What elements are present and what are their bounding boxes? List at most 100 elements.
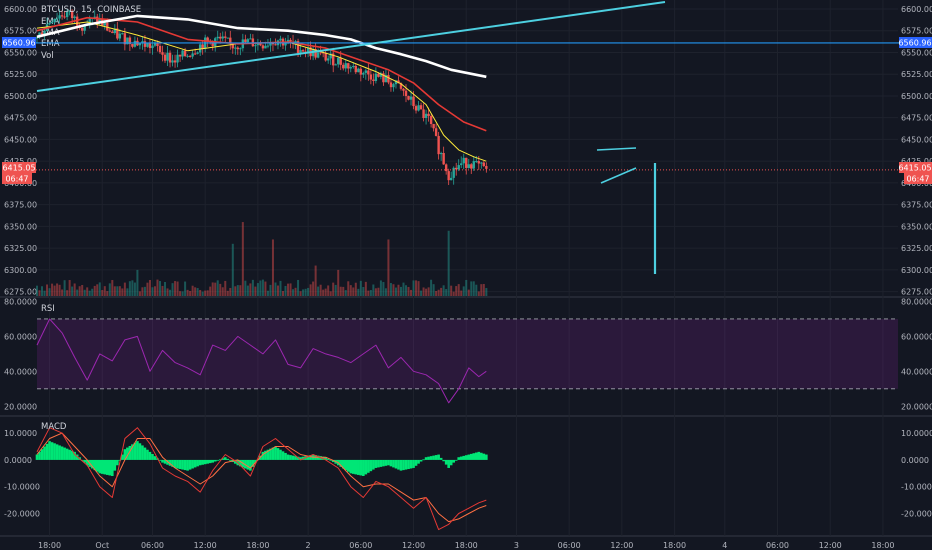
- rsi-tick-label-left: 40.0000: [4, 367, 37, 376]
- macd-histogram-bar: [472, 453, 476, 460]
- rsi-tick-label-left: 60.0000: [4, 332, 37, 341]
- candle-body: [442, 153, 445, 165]
- volume-bar: [249, 283, 252, 296]
- candle-body: [103, 22, 106, 26]
- macd-histogram-bar: [276, 448, 280, 460]
- volume-bar: [216, 280, 219, 296]
- price-tick-label-left: 6575.00: [4, 27, 37, 36]
- candle-body: [382, 73, 385, 83]
- volume-bar: [36, 285, 38, 296]
- candle-body: [347, 63, 350, 69]
- price-tick-label-right: 6600.00: [901, 5, 932, 14]
- candle-body: [48, 22, 51, 25]
- macd-histogram-bar: [153, 456, 157, 460]
- last-price-badge-left: 6415.05: [2, 162, 36, 173]
- macd-histogram-bar: [467, 454, 471, 460]
- volume-bar: [472, 281, 475, 296]
- macd-histogram-bar: [457, 457, 461, 460]
- macd-histogram-bar: [65, 448, 69, 460]
- macd-histogram-bar: [442, 459, 445, 462]
- rsi-tick-label-right: 80.0000: [901, 297, 932, 306]
- x-tick-label: 18:00: [871, 541, 894, 550]
- volume-bar: [465, 279, 468, 296]
- price-tick-label-right: 6275.00: [901, 288, 932, 297]
- candle-body: [106, 22, 109, 31]
- candle-body: [216, 36, 219, 39]
- candle-body: [68, 10, 71, 12]
- volume-bar: [259, 280, 262, 296]
- volume-bar: [362, 286, 365, 296]
- macd-histogram-bar: [234, 459, 237, 464]
- candle-body: [477, 161, 480, 164]
- macd-histogram-bar: [266, 449, 270, 460]
- macd-histogram-bar: [70, 450, 74, 460]
- candle-body: [133, 40, 137, 47]
- macd-histogram-bar: [286, 454, 290, 460]
- volume-bar: [445, 289, 448, 296]
- macd-histogram-bar: [407, 459, 410, 470]
- macd-histogram-bar: [116, 459, 119, 466]
- volume-bar: [244, 280, 247, 296]
- candle-body: [334, 64, 337, 66]
- volume-bar: [83, 289, 86, 296]
- macd-histogram-bar: [294, 456, 297, 460]
- candle-body: [116, 28, 119, 39]
- volume-bar: [364, 281, 367, 296]
- candle-body: [377, 73, 380, 77]
- candle-body: [437, 135, 440, 155]
- macd-histogram-bar: [176, 459, 179, 469]
- macd-histogram-bar: [251, 459, 255, 467]
- volume-bar: [357, 288, 360, 296]
- macd-histogram-bar: [324, 457, 327, 460]
- volume-bar: [88, 290, 91, 296]
- candle-body: [201, 44, 204, 49]
- volume-bar: [246, 285, 249, 296]
- candle-body: [449, 177, 453, 181]
- macd-histogram-bar: [181, 459, 184, 470]
- macd-histogram-bar: [246, 459, 250, 470]
- volume-bar: [256, 283, 259, 296]
- volume-bar: [339, 286, 342, 296]
- countdown-badge-right: 06:47: [904, 173, 932, 184]
- volume-bar: [392, 284, 395, 296]
- macd-histogram-bar: [474, 452, 478, 460]
- macd-histogram-bar: [437, 454, 440, 460]
- volume-bar: [186, 289, 189, 296]
- candle-body: [389, 82, 393, 88]
- volume-bar: [46, 284, 49, 296]
- volume-bar: [236, 285, 239, 296]
- macd-histogram-bar: [216, 459, 220, 461]
- candle-body: [379, 73, 383, 77]
- svg-text:6415.05: 6415.05: [2, 164, 35, 173]
- candle-body: [394, 80, 398, 85]
- price-tick-label-left: 6325.00: [4, 244, 37, 253]
- macd-histogram-bar: [452, 459, 455, 463]
- triangle-upper-line: [596, 147, 637, 151]
- candle-body: [465, 157, 468, 168]
- candle-body: [364, 70, 368, 73]
- volume-bar: [211, 282, 214, 296]
- volume-bar: [379, 280, 382, 296]
- volume-bar: [148, 280, 151, 296]
- rsi-label: RSI: [41, 304, 55, 314]
- volume-bar: [146, 282, 149, 296]
- candle-body: [326, 58, 330, 61]
- macd-histogram-bar: [264, 450, 267, 460]
- volume-bar: [113, 286, 116, 296]
- macd-histogram-bar: [100, 459, 104, 474]
- volume-bar: [334, 284, 337, 296]
- macd-histogram-bar: [341, 459, 345, 469]
- price-tick-label-left: 6375.00: [4, 201, 37, 210]
- svg-text:6415.05: 6415.05: [898, 164, 931, 173]
- volume-bar: [289, 283, 292, 296]
- macd-histogram-bar: [419, 459, 423, 462]
- volume-bar: [38, 290, 41, 296]
- candle-body: [198, 44, 202, 53]
- macd-histogram-bar: [50, 442, 54, 460]
- volume-bar: [387, 239, 390, 296]
- hline-badge-left: 6560.96: [2, 37, 36, 48]
- volume-bar: [427, 287, 430, 296]
- macd-histogram-bar: [326, 458, 330, 460]
- macd-histogram-bar: [339, 459, 343, 467]
